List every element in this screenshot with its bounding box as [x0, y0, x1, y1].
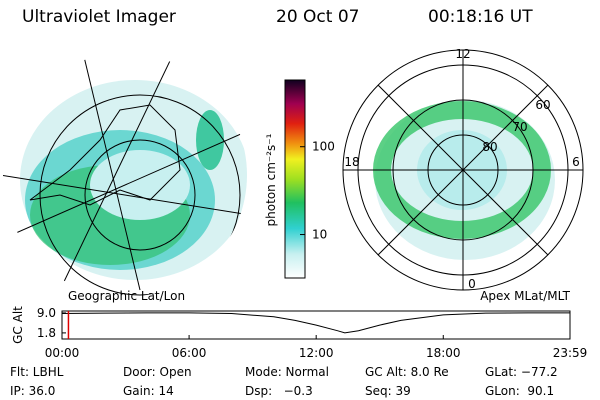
x-tick-label: 18:00 — [426, 346, 461, 360]
status-field: Door: Open — [123, 365, 192, 379]
lat-label: 60 — [535, 98, 550, 112]
status-field: IP: 36.0 — [10, 384, 55, 398]
status-field: GLat: −77.2 — [485, 365, 558, 379]
x-tick-label: 23:59 — [553, 346, 588, 360]
timeline-ylabel: GC Alt — [11, 306, 25, 344]
polar-image — [373, 100, 555, 260]
status-field: Flt: LBHL — [10, 365, 64, 379]
status-field: Seq: 39 — [365, 384, 411, 398]
x-tick-label: 12:00 — [299, 346, 334, 360]
lat-label: 70 — [512, 120, 527, 134]
date: 20 Oct 07 — [276, 7, 359, 27]
x-tick-label: 00:00 — [45, 346, 80, 360]
colorbar-label: photon cm⁻²s⁻¹ — [264, 133, 278, 226]
status-field: Dsp: −0.3 — [245, 384, 313, 398]
status-field: Mode: Normal — [245, 365, 329, 379]
instrument: Ultraviolet Imager — [22, 7, 176, 27]
geo-image — [3, 53, 247, 297]
mlt-label: 12 — [455, 47, 470, 61]
altitude-line — [61, 312, 570, 334]
right-label: Apex MLat/MLT — [480, 289, 570, 303]
mlt-label: 0 — [468, 277, 476, 291]
y-tick-label: 1.8 — [37, 326, 56, 340]
time: 00:18:16 UT — [428, 7, 533, 27]
status-field: GLon: 90.1 — [485, 384, 554, 398]
lat-label: 80 — [482, 140, 497, 154]
mlt-label: 18 — [344, 155, 359, 169]
mlt-label: 6 — [572, 155, 580, 169]
x-tick-label: 06:00 — [172, 346, 207, 360]
colorbar-tick-label: 10 — [312, 228, 327, 242]
y-tick-label: 9.0 — [37, 306, 56, 320]
status-field: Gain: 14 — [123, 384, 174, 398]
colorbar — [284, 79, 306, 279]
status-field: GC Alt: 8.0 Re — [365, 365, 449, 379]
left-label: Geographic Lat/Lon — [68, 289, 185, 303]
colorbar-tick-label: 100 — [312, 140, 335, 154]
